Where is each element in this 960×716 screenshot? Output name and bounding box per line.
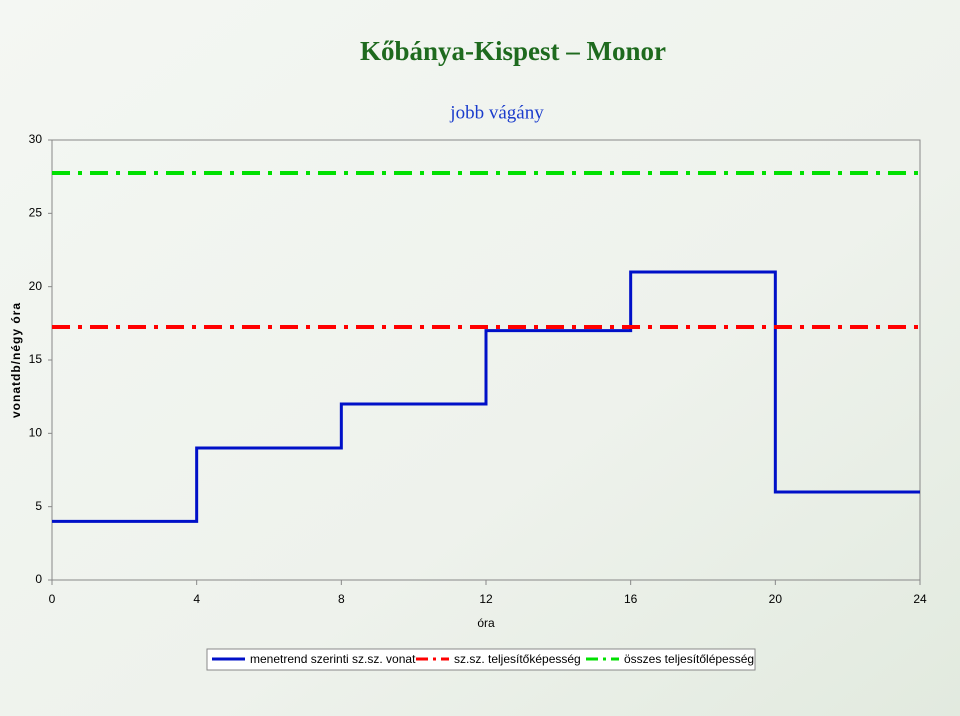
y-tick-label: 30 — [29, 132, 43, 146]
y-tick-label: 20 — [29, 279, 43, 293]
x-tick-label: 4 — [193, 592, 200, 606]
legend-label: sz.sz. teljesítőképesség — [454, 652, 581, 666]
legend-label: összes teljesítőlépesség — [624, 652, 754, 666]
x-tick-label: 24 — [913, 592, 927, 606]
y-tick-label: 15 — [29, 352, 43, 366]
chart-title: Kőbánya-Kispest – Monor — [360, 36, 666, 66]
x-tick-label: 12 — [479, 592, 493, 606]
series-line — [52, 270, 920, 523]
x-tick-label: 20 — [769, 592, 783, 606]
y-tick-label: 25 — [29, 206, 43, 220]
legend — [206, 648, 756, 671]
x-tick-label: 0 — [49, 592, 56, 606]
x-tick-label: 16 — [624, 592, 638, 606]
y-tick-label: 5 — [35, 499, 42, 513]
x-axis-label: óra — [477, 616, 495, 630]
y-tick-label: 10 — [29, 426, 43, 440]
x-tick-label: 8 — [338, 592, 345, 606]
y-tick-label: 0 — [35, 572, 42, 586]
y-axis-label: vonatdb/négy óra — [9, 302, 23, 418]
legend-label: menetrend szerinti sz.sz. vonat — [250, 652, 416, 666]
chart-subtitle: jobb vágány — [449, 102, 544, 123]
